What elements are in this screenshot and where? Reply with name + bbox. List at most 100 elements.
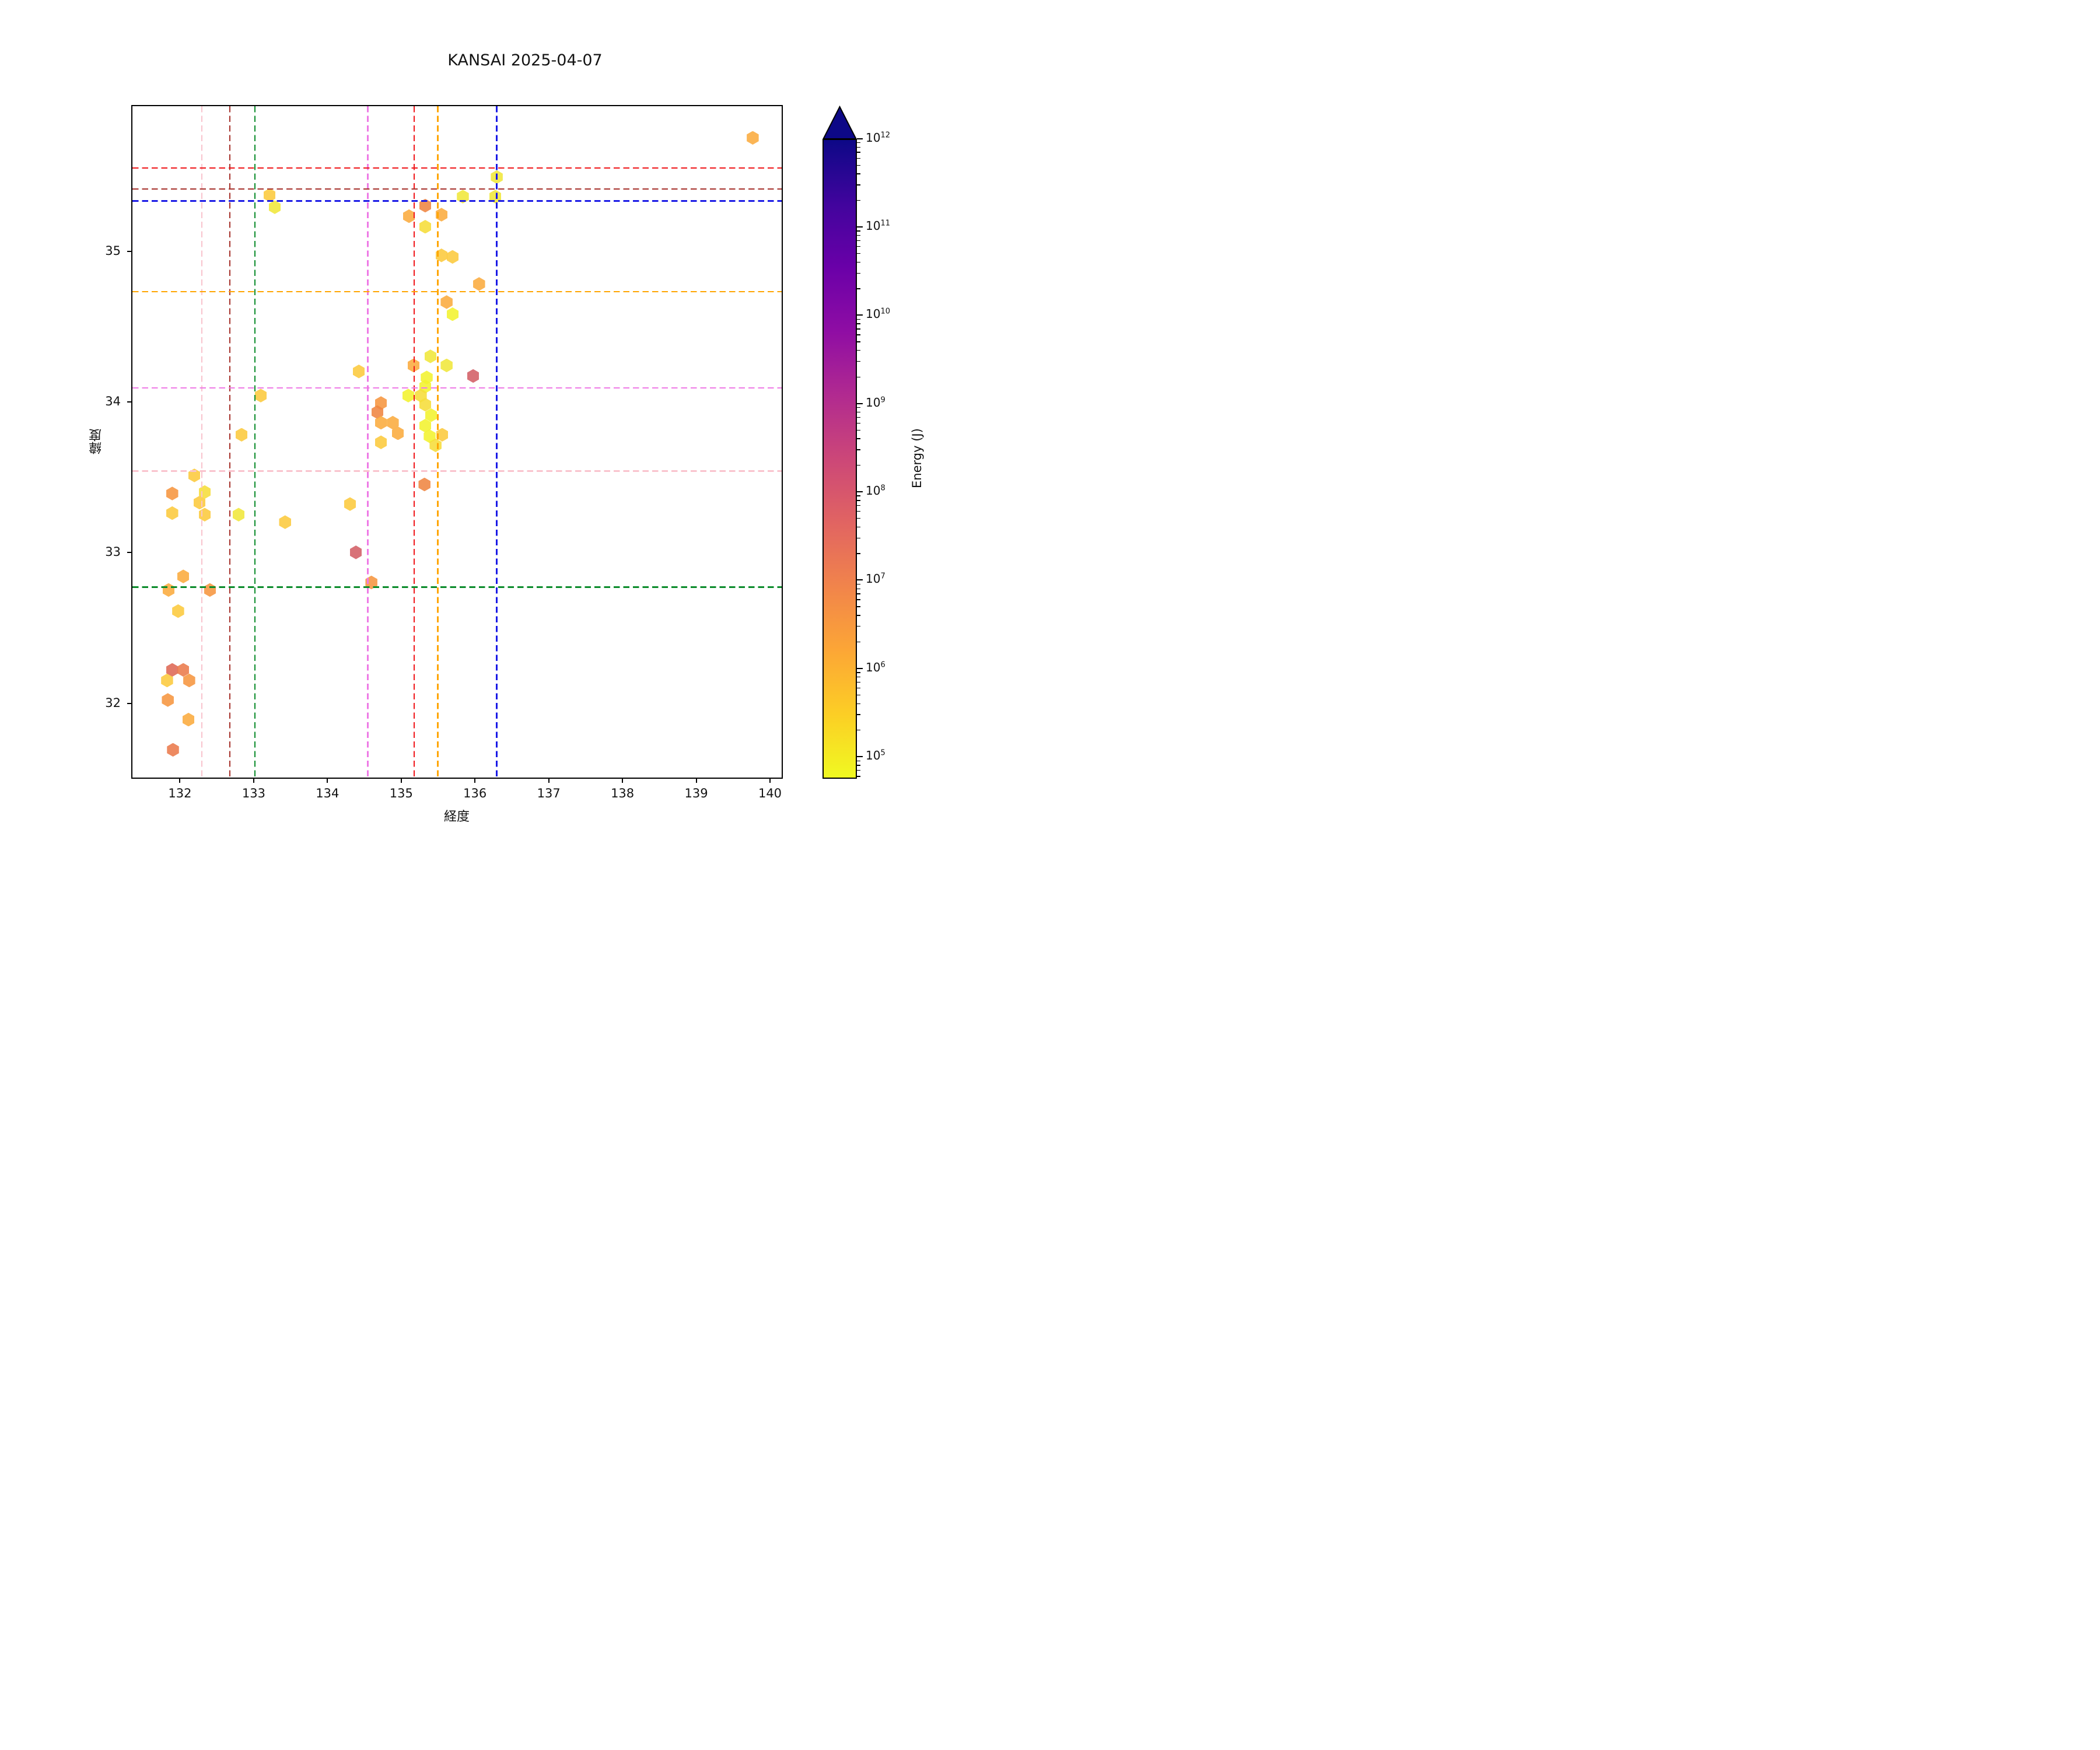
colorbar-minor-tick [857, 253, 860, 254]
colorbar-minor-tick [857, 158, 860, 159]
data-point-hexagon [425, 408, 438, 422]
x-axis-label: 経度 [443, 810, 470, 824]
x-tick-label: 133 [242, 786, 265, 800]
colorbar-minor-tick [857, 146, 860, 148]
data-point-hexagon [473, 277, 485, 291]
colorbar-minor-tick [857, 240, 860, 242]
data-point-hexagon [747, 131, 759, 145]
colorbar-minor-tick [857, 770, 860, 771]
colorbar-major-tick [857, 138, 863, 139]
data-point-hexagon [162, 693, 174, 707]
data-point-hexagon [166, 663, 178, 677]
colorbar-major-tick [857, 579, 863, 581]
x-tick [400, 779, 402, 783]
colorbar-tick-label: 108 [866, 484, 886, 498]
x-tick [327, 779, 328, 783]
colorbar-minor-tick [857, 599, 860, 600]
pink-vline [201, 106, 203, 778]
y-tick [127, 250, 131, 252]
data-point-hexagon [172, 604, 184, 618]
data-point-hexagon [193, 495, 206, 510]
data-point-hexagon [349, 545, 362, 559]
red-hline [132, 167, 782, 169]
x-tick [474, 779, 476, 783]
data-point-hexagon [419, 198, 432, 213]
x-tick [548, 779, 550, 783]
colorbar-minor-tick [857, 422, 860, 424]
x-tick-label: 134 [316, 786, 340, 800]
data-point-hexagon [446, 250, 459, 264]
violet-hline [132, 387, 782, 389]
data-point-hexagon [402, 209, 415, 223]
colorbar-tick-label: 1010 [866, 307, 890, 321]
data-point-hexagon [268, 200, 281, 214]
data-point-hexagon [489, 190, 502, 204]
data-point-hexagon [467, 369, 480, 383]
data-point-hexagon [182, 712, 195, 727]
data-point-hexagon [436, 428, 449, 442]
red-vline [413, 106, 415, 778]
colorbar-minor-tick [857, 334, 860, 335]
colorbar-minor-tick [857, 672, 860, 673]
colorbar-major-tick [857, 667, 863, 669]
colorbar-tick-label: 1012 [866, 130, 890, 145]
colorbar-minor-tick [857, 518, 860, 519]
data-point-hexagon [446, 307, 459, 321]
y-tick-label: 32 [105, 695, 121, 710]
plot-area [131, 105, 783, 779]
colorbar-major-tick [857, 491, 863, 493]
x-tick-label: 140 [758, 786, 782, 800]
colorbar-minor-tick [857, 184, 860, 186]
data-point-hexagon [418, 477, 430, 492]
colorbar-minor-tick [857, 288, 860, 289]
data-point-hexagon [235, 428, 248, 442]
colorbar-minor-tick [857, 714, 860, 715]
y-axis-label: 緯度 [89, 429, 104, 455]
data-point-hexagon [254, 388, 267, 402]
data-point-hexagon [344, 497, 356, 511]
colorbar-gradient [822, 138, 857, 779]
x-tick [695, 779, 697, 783]
colorbar-major-tick [857, 314, 863, 316]
colorbar-minor-tick [857, 511, 860, 512]
data-point-hexagon [162, 583, 175, 597]
green-hline [132, 586, 782, 588]
y-tick [127, 401, 131, 403]
data-point-hexagon [352, 365, 365, 379]
colorbar-minor-tick [857, 323, 860, 324]
data-point-hexagon [263, 188, 276, 202]
colorbar-minor-tick [857, 272, 860, 274]
data-point-hexagon [177, 663, 190, 677]
violet-vline [367, 106, 369, 778]
colorbar-label: Energy (J) [910, 428, 924, 489]
data-point-hexagon [424, 349, 437, 363]
y-tick [127, 552, 131, 554]
blue-vline [496, 106, 498, 778]
data-point-hexagon [424, 429, 436, 443]
colorbar-major-tick [857, 226, 863, 228]
orange-hline [132, 290, 782, 293]
colorbar-minor-tick [857, 230, 860, 232]
colorbar-minor-tick [857, 407, 860, 408]
data-point-hexagon [188, 468, 201, 482]
data-point-hexagon [374, 415, 387, 430]
colorbar-minor-tick [857, 500, 860, 501]
green-vline [254, 106, 256, 778]
pink-hline [132, 470, 782, 472]
colorbar-minor-tick [857, 449, 860, 450]
data-point-hexagon [161, 673, 173, 688]
data-point-hexagon [183, 673, 195, 688]
data-point-hexagon [429, 438, 442, 453]
x-tick [769, 779, 771, 783]
colorbar-tick-label: 106 [866, 660, 886, 674]
figure: KANSAI 2025-04-07 132 133 134 135 136 137 138 1… [0, 0, 1050, 875]
data-point-hexagon [387, 415, 399, 430]
data-point-hexagon [419, 219, 432, 234]
orange-vline [437, 106, 439, 778]
data-point-hexagon [279, 515, 291, 529]
x-tick-label: 136 [463, 786, 487, 800]
colorbar-minor-tick [857, 495, 860, 496]
y-tick-label: 35 [105, 243, 121, 258]
data-point-hexagon [402, 388, 415, 402]
colorbar-minor-tick [857, 328, 860, 330]
